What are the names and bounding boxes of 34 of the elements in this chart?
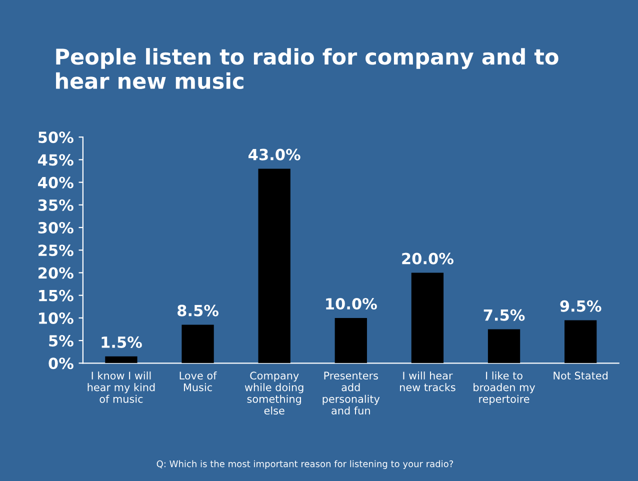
bar: [105, 356, 138, 364]
y-tick-label: 5%: [49, 335, 74, 347]
x-tick-label: I like to broaden my repertoire: [474, 371, 536, 405]
x-tick-label: Not Stated: [554, 371, 608, 380]
x-tick-label: Love of Music: [180, 371, 217, 392]
bar: [334, 318, 367, 364]
data-label: 8.5%: [178, 304, 218, 316]
x-tick-label: Presenters add personality and fun: [322, 372, 380, 415]
chart-title: People listen to radio for company and to hear new music: [56, 48, 558, 90]
y-tick-label: 20%: [38, 267, 74, 279]
x-tick-label: I know I will hear my kind of music: [88, 371, 155, 403]
y-tick-label: 35%: [38, 199, 74, 211]
bar: [488, 329, 520, 364]
bar: [564, 320, 597, 364]
y-tick-label: 15%: [39, 290, 74, 302]
bar: [182, 324, 214, 364]
y-tick-label: 50%: [38, 132, 74, 144]
x-tick-label: Company while doing something else: [244, 372, 304, 415]
data-label: 10.0%: [326, 298, 377, 310]
y-tick-label: 40%: [38, 176, 74, 188]
bar: [411, 272, 444, 364]
data-label: 7.5%: [484, 309, 525, 321]
data-label: 9.5%: [560, 300, 602, 312]
y-tick-label: 10%: [39, 312, 74, 324]
y-tick-label: 45%: [38, 154, 74, 166]
data-label: 20.0%: [402, 252, 454, 264]
data-label: 1.5%: [102, 336, 142, 348]
y-tick-label: 25%: [38, 244, 74, 256]
data-label: 43.0%: [248, 148, 300, 160]
y-tick-label: 0%: [48, 358, 74, 370]
x-tick-label: I will hear new tracks: [400, 371, 456, 392]
bar: [258, 168, 290, 364]
y-tick-label: 30%: [38, 222, 74, 234]
text: Q: Which is the most important reason for listening to your radio?: [156, 460, 454, 469]
